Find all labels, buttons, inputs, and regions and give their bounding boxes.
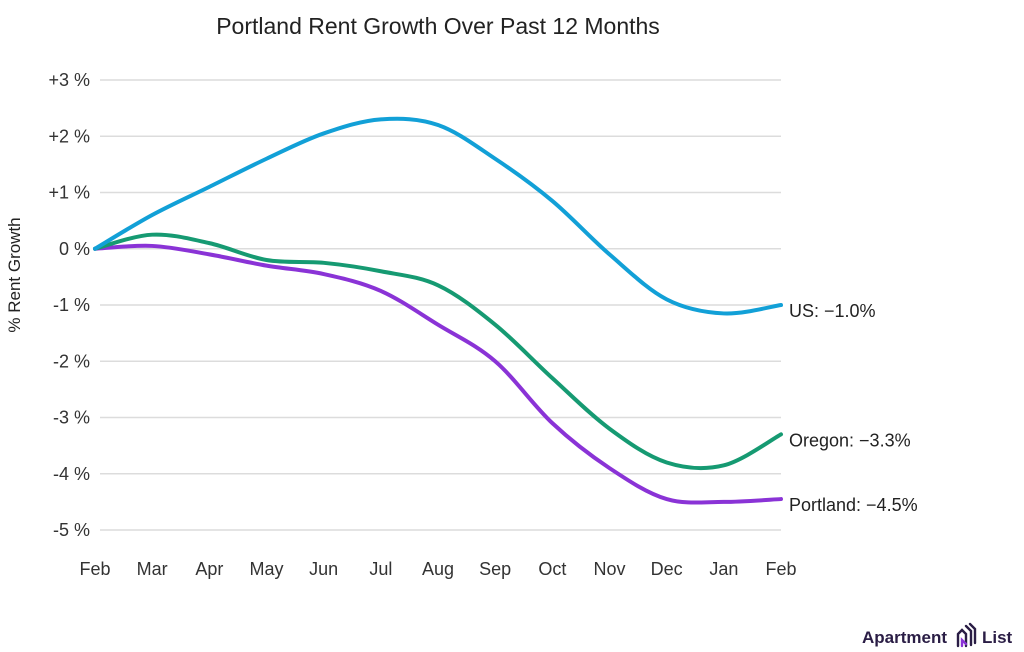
y-axis-label: % Rent Growth [5, 217, 24, 332]
x-tick-label: Nov [593, 559, 625, 579]
series-line-portland [93, 243, 783, 505]
series-lines [93, 116, 783, 505]
x-tick-label: May [249, 559, 283, 579]
end-label-oregon: Oregon: −3.3% [789, 430, 911, 450]
y-tick-label: +3 % [48, 70, 90, 90]
x-tick-label: Feb [765, 559, 796, 579]
x-tick-label: Sep [479, 559, 511, 579]
x-tick-label: Feb [79, 559, 110, 579]
end-labels: Portland: −4.5% Oregon: −3.3% US: −1.0% [789, 301, 918, 515]
gridlines [100, 79, 781, 531]
end-label-portland: Portland: −4.5% [789, 495, 918, 515]
x-tick-label: Mar [137, 559, 168, 579]
logo-text-right: List [982, 628, 1013, 647]
y-tick-label: -3 % [53, 408, 90, 428]
x-tick-label: Aug [422, 559, 454, 579]
y-tick-label: -2 % [53, 351, 90, 371]
y-tick-label: +1 % [48, 183, 90, 203]
x-tick-label: Dec [651, 559, 683, 579]
logo-mark-icon [956, 622, 977, 648]
y-tick-label: +2 % [48, 126, 90, 146]
y-tick-labels: +3 % +2 % +1 % 0 % -1 % -2 % -3 % -4 % -5 % [48, 70, 90, 540]
apartment-list-logo: Apartment List [862, 622, 1013, 648]
chart-title: Portland Rent Growth Over Past 12 Months [216, 13, 660, 39]
y-tick-label: -4 % [53, 464, 90, 484]
series-line-oregon [93, 232, 783, 471]
x-tick-label: Apr [195, 559, 223, 579]
logo-text-left: Apartment [862, 628, 947, 647]
end-label-us: US: −1.0% [789, 301, 876, 321]
x-tick-label: Jun [309, 559, 338, 579]
y-tick-label: -5 % [53, 520, 90, 540]
x-tick-label: Oct [538, 559, 566, 579]
y-tick-label: 0 % [59, 239, 90, 259]
x-tick-label: Jan [709, 559, 738, 579]
x-tick-labels: Feb Mar Apr May Jun Jul Aug Sep Oct Nov Dec Jan Feb [79, 559, 796, 579]
y-tick-label: -1 % [53, 295, 90, 315]
series-line-us [93, 116, 783, 316]
x-tick-label: Jul [369, 559, 392, 579]
